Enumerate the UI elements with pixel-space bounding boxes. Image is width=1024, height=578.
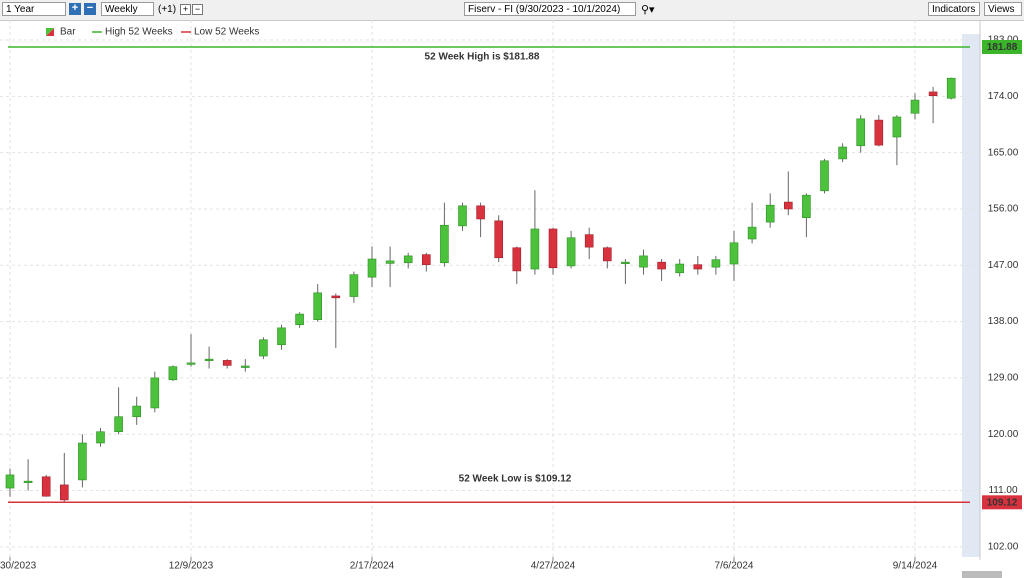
current-period-band xyxy=(962,34,980,557)
candle-body xyxy=(440,224,449,264)
candle-body xyxy=(856,118,866,147)
candle-body xyxy=(693,264,703,270)
value-tag xyxy=(982,495,1022,510)
candle-body xyxy=(639,255,648,268)
offset: (+1) xyxy=(158,4,177,15)
candle-body xyxy=(530,228,540,270)
y-tick-label: 120.00 xyxy=(988,429,1019,440)
candle-body xyxy=(476,205,485,220)
x-tick-label: 4/27/2024 xyxy=(531,561,576,572)
candle-body xyxy=(838,146,847,160)
candle-body xyxy=(114,416,123,433)
candle-body xyxy=(494,220,504,259)
annotation: 52 Week High is $181.88 xyxy=(425,52,540,63)
y-tick-label: 147.00 xyxy=(988,260,1019,271)
candle-body xyxy=(96,431,105,444)
candle-body xyxy=(241,365,250,368)
zoom-in[interactable]: + xyxy=(69,3,81,15)
toolbar: 1 Year + − Weekly (+1) + − Fiserv - FI (… xyxy=(0,0,1024,21)
candle-body xyxy=(385,260,395,264)
candle-body xyxy=(168,366,178,381)
candle-body xyxy=(602,247,612,262)
y-tick-label: 165.00 xyxy=(988,147,1019,158)
x-tick-label: 30/2023 xyxy=(0,561,37,572)
x-tick-label: 9/14/2024 xyxy=(893,561,938,572)
candle-body xyxy=(331,295,341,299)
candle-body xyxy=(548,228,558,269)
search-icon[interactable]: ⚲▾ xyxy=(641,4,655,16)
candle-body xyxy=(621,261,630,264)
candle-body xyxy=(675,263,685,274)
candle-body xyxy=(874,119,884,146)
candle-body xyxy=(747,226,757,240)
chart: 102.00 111.00 120.00 129.00 138.00 147.00 156.… xyxy=(0,20,1022,578)
candle-body xyxy=(802,194,811,219)
candle-body xyxy=(132,405,141,418)
candle-body xyxy=(59,484,69,501)
candle-body xyxy=(5,474,15,489)
candle-body xyxy=(23,480,33,483)
candle-body xyxy=(150,377,160,409)
interval-select[interactable]: Weekly xyxy=(101,2,154,16)
value-tag xyxy=(982,40,1022,55)
candle-body xyxy=(928,91,938,97)
indicators-button[interactable]: Indicators xyxy=(928,2,980,16)
candle-body xyxy=(729,242,739,265)
legend-icon xyxy=(46,28,54,36)
candle-body xyxy=(367,258,377,278)
offset-minus[interactable]: − xyxy=(192,4,203,15)
candle-body xyxy=(41,476,51,497)
candle-body xyxy=(711,259,721,268)
legend-label: Low 52 Weeks xyxy=(194,27,259,38)
candle-body xyxy=(403,255,413,264)
offset-plus[interactable]: + xyxy=(180,4,191,15)
symbol-box[interactable]: Fiserv - FI (9/30/2023 - 10/1/2024) xyxy=(464,2,636,16)
candle-body xyxy=(512,247,522,272)
candle-body xyxy=(78,442,87,481)
candle-body xyxy=(259,339,268,357)
y-tick-label: 102.00 xyxy=(988,542,1019,553)
candle-body xyxy=(783,201,793,210)
candle-body xyxy=(277,327,286,346)
candle-body xyxy=(349,274,359,297)
candle-body xyxy=(584,234,594,248)
candle-body xyxy=(946,77,956,99)
candle-body xyxy=(458,205,467,227)
value-tag-label: 181.88 xyxy=(987,42,1018,53)
y-tick-label: 138.00 xyxy=(988,316,1019,327)
y-tick-label: 111.00 xyxy=(988,485,1018,496)
candle-body xyxy=(566,237,576,267)
candle-body xyxy=(765,204,775,223)
x-tick-label: 12/9/2023 xyxy=(169,561,214,572)
legend-label: Bar xyxy=(60,27,76,38)
candle-body xyxy=(204,358,214,361)
candle-body xyxy=(892,116,902,138)
scrollbar[interactable] xyxy=(962,571,1002,578)
candle-body xyxy=(222,360,232,366)
x-tick-label: 2/17/2024 xyxy=(350,561,395,572)
y-tick-label: 174.00 xyxy=(988,91,1019,102)
x-tick-label: 7/6/2024 xyxy=(715,561,754,572)
annotation: 52 Week Low is $109.12 xyxy=(459,474,572,485)
candle-body xyxy=(421,254,431,265)
candle-body xyxy=(910,99,920,114)
value-tag-label: 109.12 xyxy=(987,497,1018,508)
candle-body xyxy=(295,313,304,326)
candle-body xyxy=(186,362,196,365)
legend-label: High 52 Weeks xyxy=(105,27,173,38)
y-tick-label: 129.00 xyxy=(988,373,1019,384)
zoom-out[interactable]: − xyxy=(84,3,96,15)
candle-body xyxy=(657,261,666,270)
views-button[interactable]: Views xyxy=(984,2,1022,16)
candle-body xyxy=(820,160,829,192)
y-tick-label: 156.00 xyxy=(988,204,1019,215)
candle-body xyxy=(313,292,323,321)
range-select[interactable]: 1 Year xyxy=(2,2,66,16)
